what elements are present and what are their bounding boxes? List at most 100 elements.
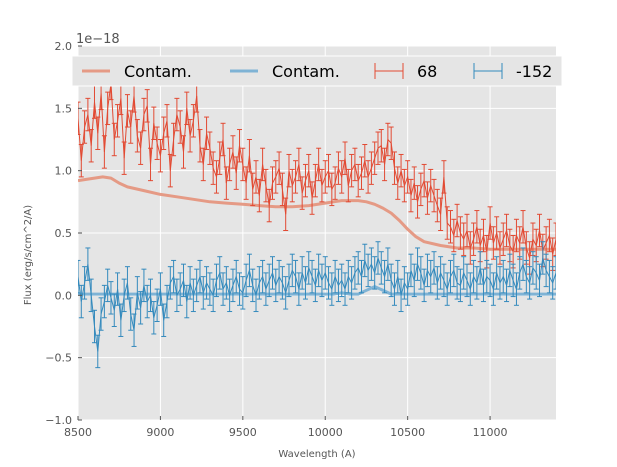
error-bar: [296, 272, 302, 306]
error-bar: [523, 259, 529, 294]
error-bar: [385, 122, 391, 157]
error-bar: [448, 210, 454, 244]
error-bar: [279, 266, 285, 300]
error-bar: [194, 268, 200, 303]
error-bar: [319, 263, 325, 298]
error-bar: [121, 278, 127, 313]
error-bar: [388, 263, 394, 298]
error-bar: [273, 268, 279, 303]
error-bar: [408, 178, 414, 213]
error-bar: [411, 166, 417, 200]
error-bar: [286, 153, 292, 188]
error-bar: [207, 131, 213, 165]
error-bar: [95, 334, 101, 369]
data-line: [78, 83, 556, 259]
x-tick-label: 10500: [390, 426, 425, 439]
error-bar: [477, 251, 483, 285]
error-bar: [546, 259, 552, 294]
error-bar: [487, 206, 493, 240]
error-bar: [101, 284, 107, 319]
error-bar: [131, 313, 137, 347]
error-bar: [144, 284, 150, 319]
error-bar: [375, 241, 381, 275]
error-bar: [124, 266, 130, 300]
error-bar: [78, 101, 81, 136]
y-axis-label: Flux (erg/s/cm^2/A): [23, 205, 34, 305]
error-bar: [204, 116, 210, 150]
x-axis-ticks: 8500 9000 9500 10000 10500 11000: [64, 416, 508, 439]
error-bar: [289, 253, 295, 288]
error-bar: [187, 266, 193, 300]
error-bar: [461, 256, 467, 290]
error-bar: [471, 222, 477, 256]
error-bar: [513, 272, 519, 306]
error-bar: [283, 197, 289, 232]
error-bar: [372, 256, 378, 290]
error-bar: [88, 129, 94, 163]
error-bar: [148, 147, 154, 182]
error-bar: [421, 268, 427, 303]
error-bar: [243, 263, 249, 298]
error-bar: [395, 259, 401, 294]
error-bar: [88, 278, 94, 313]
error-bar: [184, 91, 190, 126]
error-bar: [124, 94, 130, 128]
error-bar: [108, 281, 114, 315]
error-bar: [121, 141, 127, 175]
error-bar: [345, 168, 351, 203]
error-bar: [335, 151, 341, 185]
error-bar: [398, 153, 404, 188]
error-bar: [200, 276, 206, 310]
x-tick-label: 11000: [473, 426, 508, 439]
error-bar: [197, 129, 203, 163]
error-bar: [144, 89, 150, 123]
error-bar: [434, 266, 440, 300]
error-bar: [78, 259, 81, 294]
error-bar: [388, 126, 394, 160]
error-bar: [227, 147, 233, 182]
error-bar: [510, 263, 516, 298]
error-bar: [355, 163, 361, 198]
error-bar: [411, 263, 417, 298]
error-bar: [474, 266, 480, 300]
error-bar: [82, 110, 88, 144]
error-bar: [223, 266, 229, 300]
error-bar: [378, 129, 384, 163]
error-bar: [260, 147, 266, 182]
error-bar: [355, 251, 361, 285]
error-bar: [237, 129, 243, 163]
error-bar: [141, 268, 147, 303]
legend-label: -152: [516, 62, 552, 81]
error-bar: [243, 166, 249, 200]
error-bar: [253, 160, 259, 194]
error-bar: [322, 160, 328, 194]
error-bar: [200, 147, 206, 182]
error-bar: [250, 172, 256, 207]
legend-label: Contam.: [272, 62, 340, 81]
error-bar: [359, 259, 365, 294]
errorbar-series-68: [78, 66, 556, 275]
error-bar: [309, 259, 315, 294]
error-bar: [329, 172, 335, 207]
error-bar: [220, 122, 226, 157]
error-bar: [167, 266, 173, 300]
data-line: [78, 256, 556, 352]
error-bar: [431, 251, 437, 285]
error-bar: [533, 256, 539, 290]
error-bar: [368, 247, 374, 281]
error-bar: [444, 206, 450, 240]
error-bar: [105, 268, 111, 303]
error-bar: [250, 268, 256, 303]
error-bar: [82, 266, 88, 300]
error-bar: [401, 266, 407, 300]
error-bar: [500, 222, 506, 256]
error-bar: [171, 122, 177, 157]
error-bar: [537, 263, 543, 298]
error-bar: [306, 251, 312, 285]
error-bar: [464, 213, 470, 248]
error-bar: [95, 116, 101, 150]
error-bar: [289, 168, 295, 203]
error-bar: [415, 185, 421, 219]
error-bar: [480, 268, 486, 303]
error-bar: [362, 143, 368, 178]
